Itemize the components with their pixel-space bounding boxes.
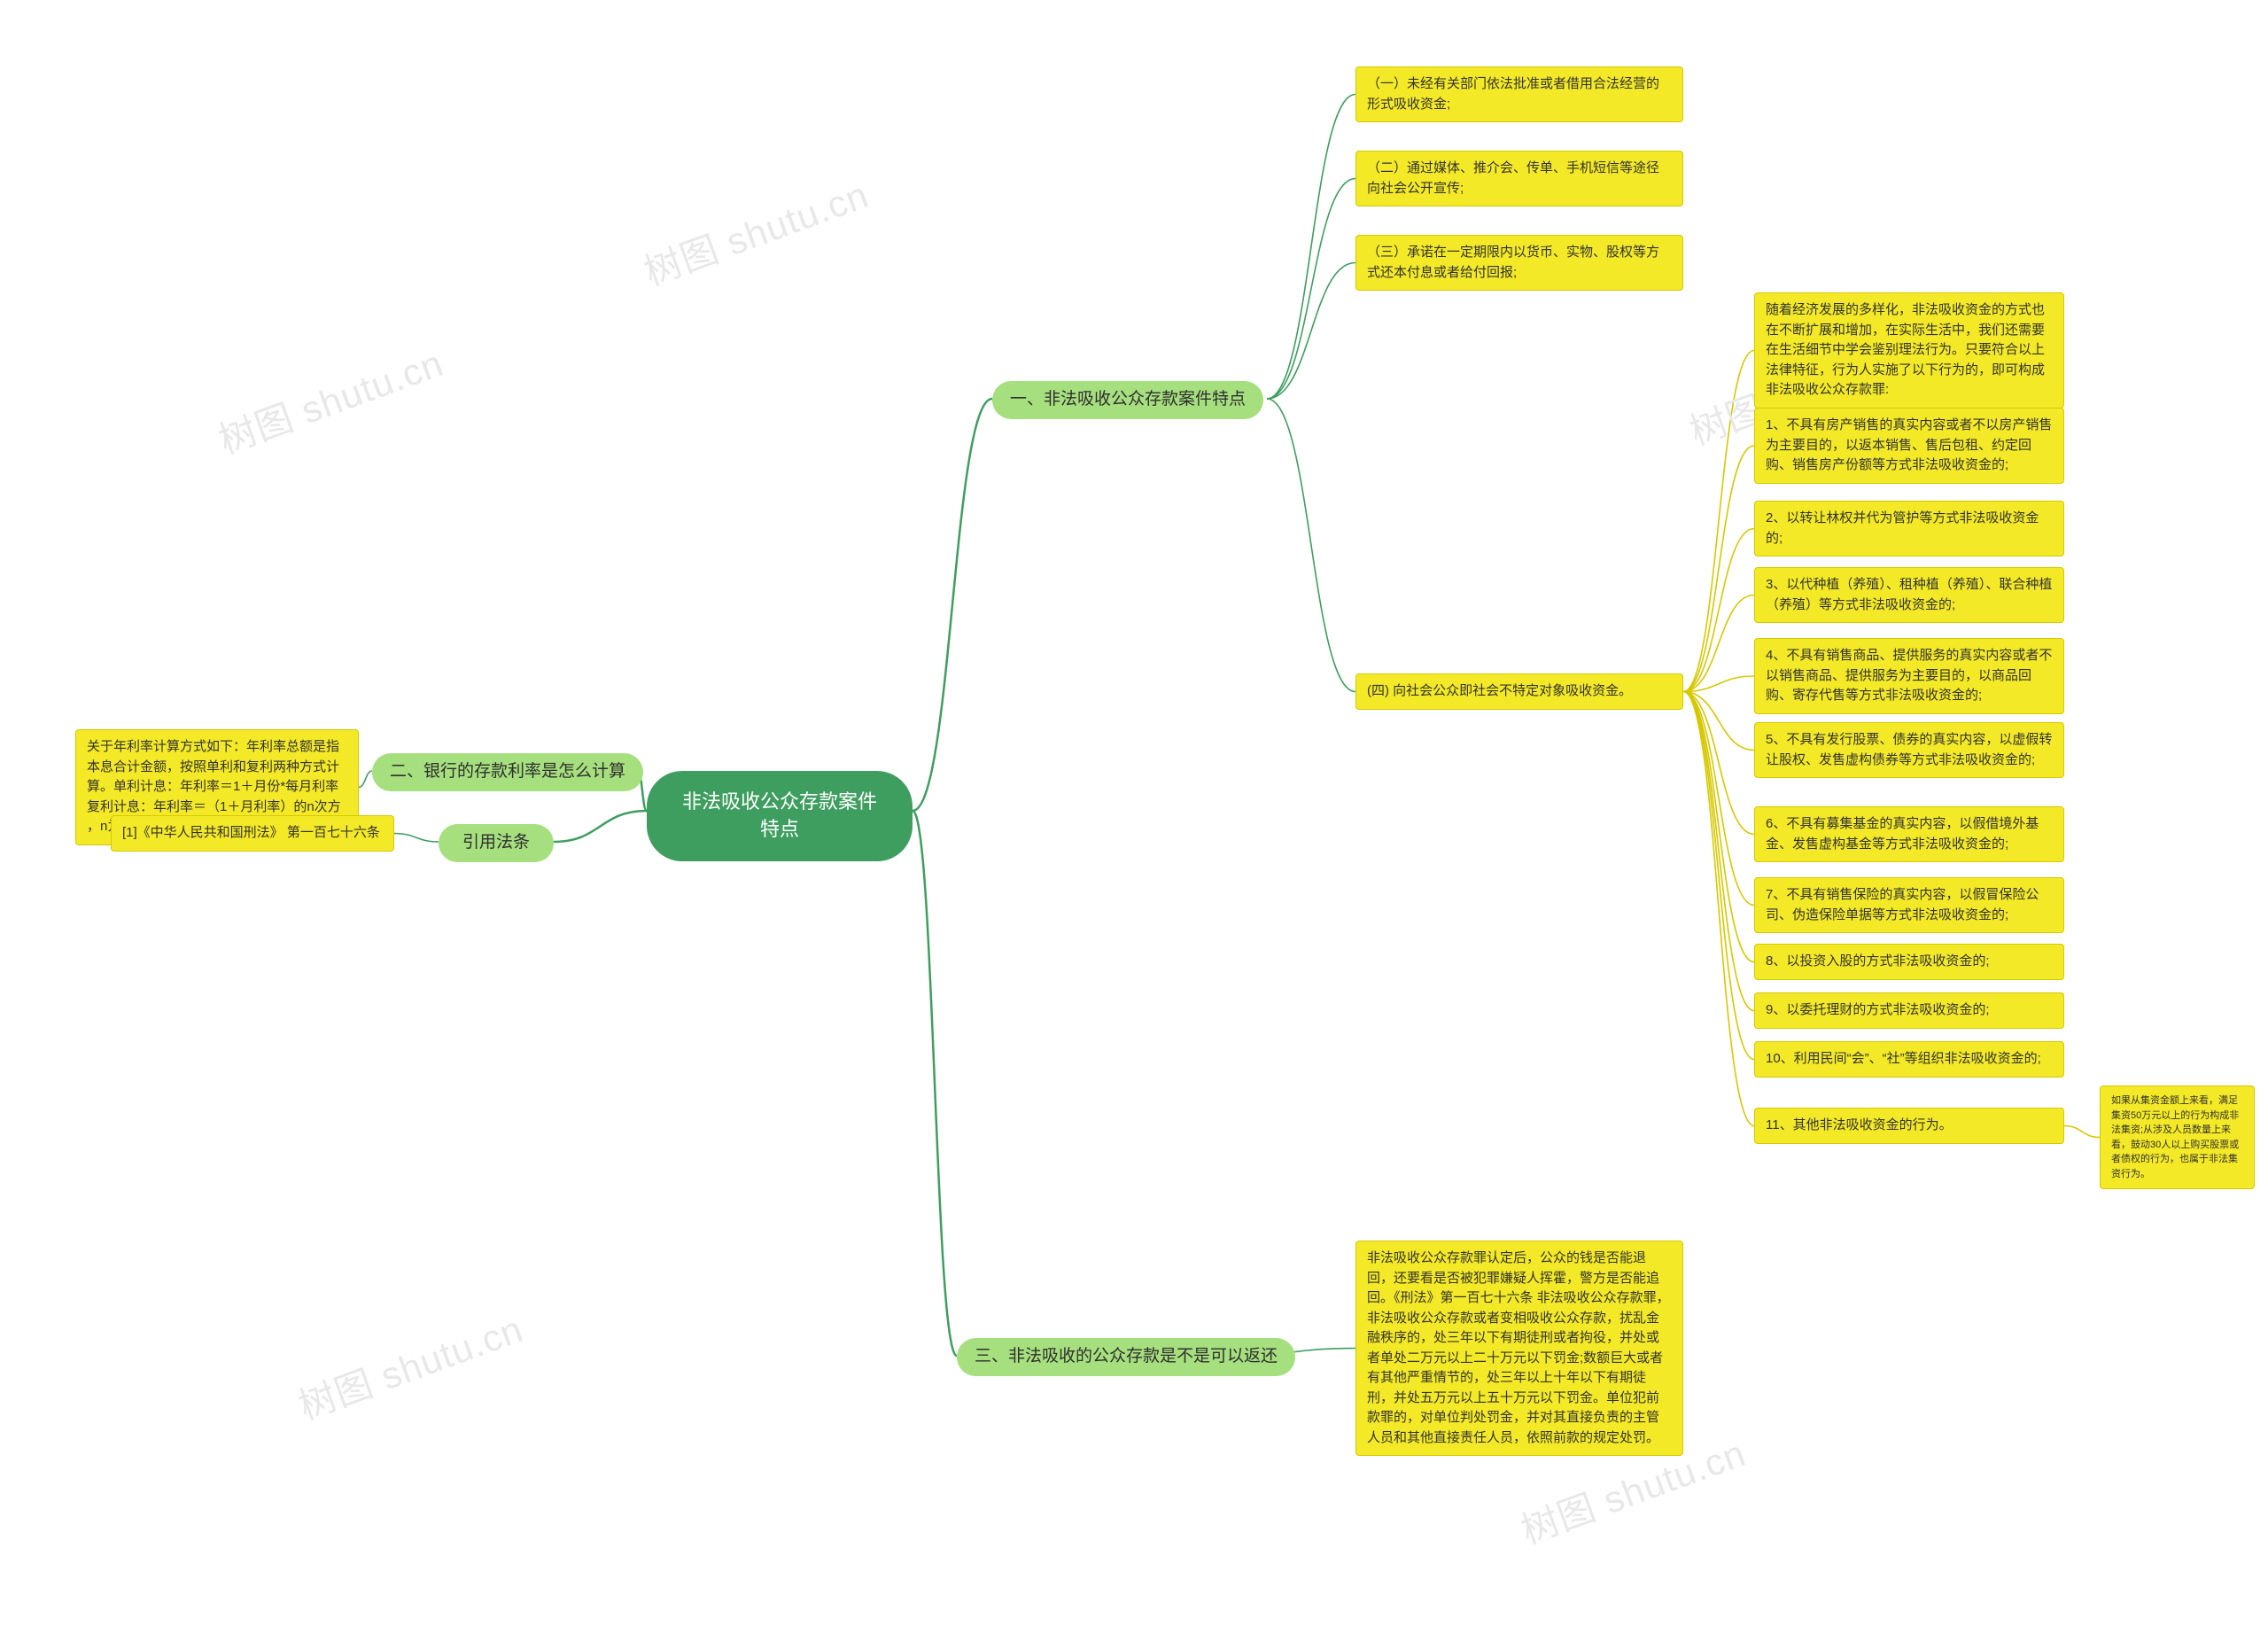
- leaf-node: 3、以代种植（养殖）、租种植（养殖）、联合种植（养殖）等方式非法吸收资金的;: [1754, 567, 2064, 623]
- leaf-node: 10、利用民间“会”、“社”等组织非法吸收资金的;: [1754, 1041, 2064, 1078]
- root-node: 非法吸收公众存款案件特点: [647, 771, 913, 861]
- leaf-node: (四) 向社会公众即社会不特定对象吸收资金。: [1355, 673, 1683, 710]
- leaf-node: （一）未经有关部门依法批准或者借用合法经营的形式吸收资金;: [1355, 66, 1683, 122]
- leaf-node: 1、不具有房产销售的真实内容或者不以房产销售为主要目的，以返本销售、售后包租、约…: [1754, 408, 2064, 484]
- leaf-node: 8、以投资入股的方式非法吸收资金的;: [1754, 944, 2064, 980]
- leaf-node: 6、不具有募集基金的真实内容，以假借境外基金、发售虚构基金等方式非法吸收资金的;: [1754, 806, 2064, 862]
- leaf-node: 5、不具有发行股票、债券的真实内容，以虚假转让股权、发售虚构债券等方式非法吸收资…: [1754, 722, 2064, 778]
- leaf-node: （二）通过媒体、推介会、传单、手机短信等途径向社会公开宣传;: [1355, 151, 1683, 206]
- leaf-node: 7、不具有销售保险的真实内容，以假冒保险公司、伪造保险单据等方式非法吸收资金的;: [1754, 877, 2064, 933]
- leaf-node: 2、以转让林权并代为管护等方式非法吸收资金的;: [1754, 501, 2064, 556]
- leaf-node: 4、不具有销售商品、提供服务的真实内容或者不以销售商品、提供服务为主要目的，以商…: [1754, 638, 2064, 714]
- watermark: 树图 shutu.cn: [211, 333, 450, 464]
- leaf-node: 非法吸收公众存款罪认定后，公众的钱是否能退回，还要看是否被犯罪嫌疑人挥霍，警方是…: [1355, 1241, 1683, 1456]
- leaf-node: 11、其他非法吸收资金的行为。: [1754, 1108, 2064, 1144]
- branch-node: 二、银行的存款利率是怎么计算: [372, 753, 643, 791]
- leaf-node: 随着经济发展的多样化，非法吸收资金的方式也在不断扩展和增加，在实际生活中，我们还…: [1754, 292, 2064, 408]
- branch-node: 引用法条: [439, 824, 554, 862]
- watermark: 树图 shutu.cn: [291, 1299, 530, 1430]
- leaf-node: 9、以委托理财的方式非法吸收资金的;: [1754, 992, 2064, 1029]
- leaf-node: [1]《中华人民共和国刑法》 第一百七十六条: [111, 815, 394, 852]
- branch-node: 一、非法吸收公众存款案件特点: [992, 381, 1263, 419]
- leaf-node: （三）承诺在一定期限内以货币、实物、股权等方式还本付息或者给付回报;: [1355, 235, 1683, 291]
- watermark: 树图 shutu.cn: [636, 165, 875, 296]
- branch-node: 三、非法吸收的公众存款是不是可以返还: [957, 1338, 1295, 1376]
- leaf-node: 如果从集资金额上来看，满足集资50万元以上的行为构成非法集资;从涉及人员数量上来…: [2100, 1085, 2255, 1189]
